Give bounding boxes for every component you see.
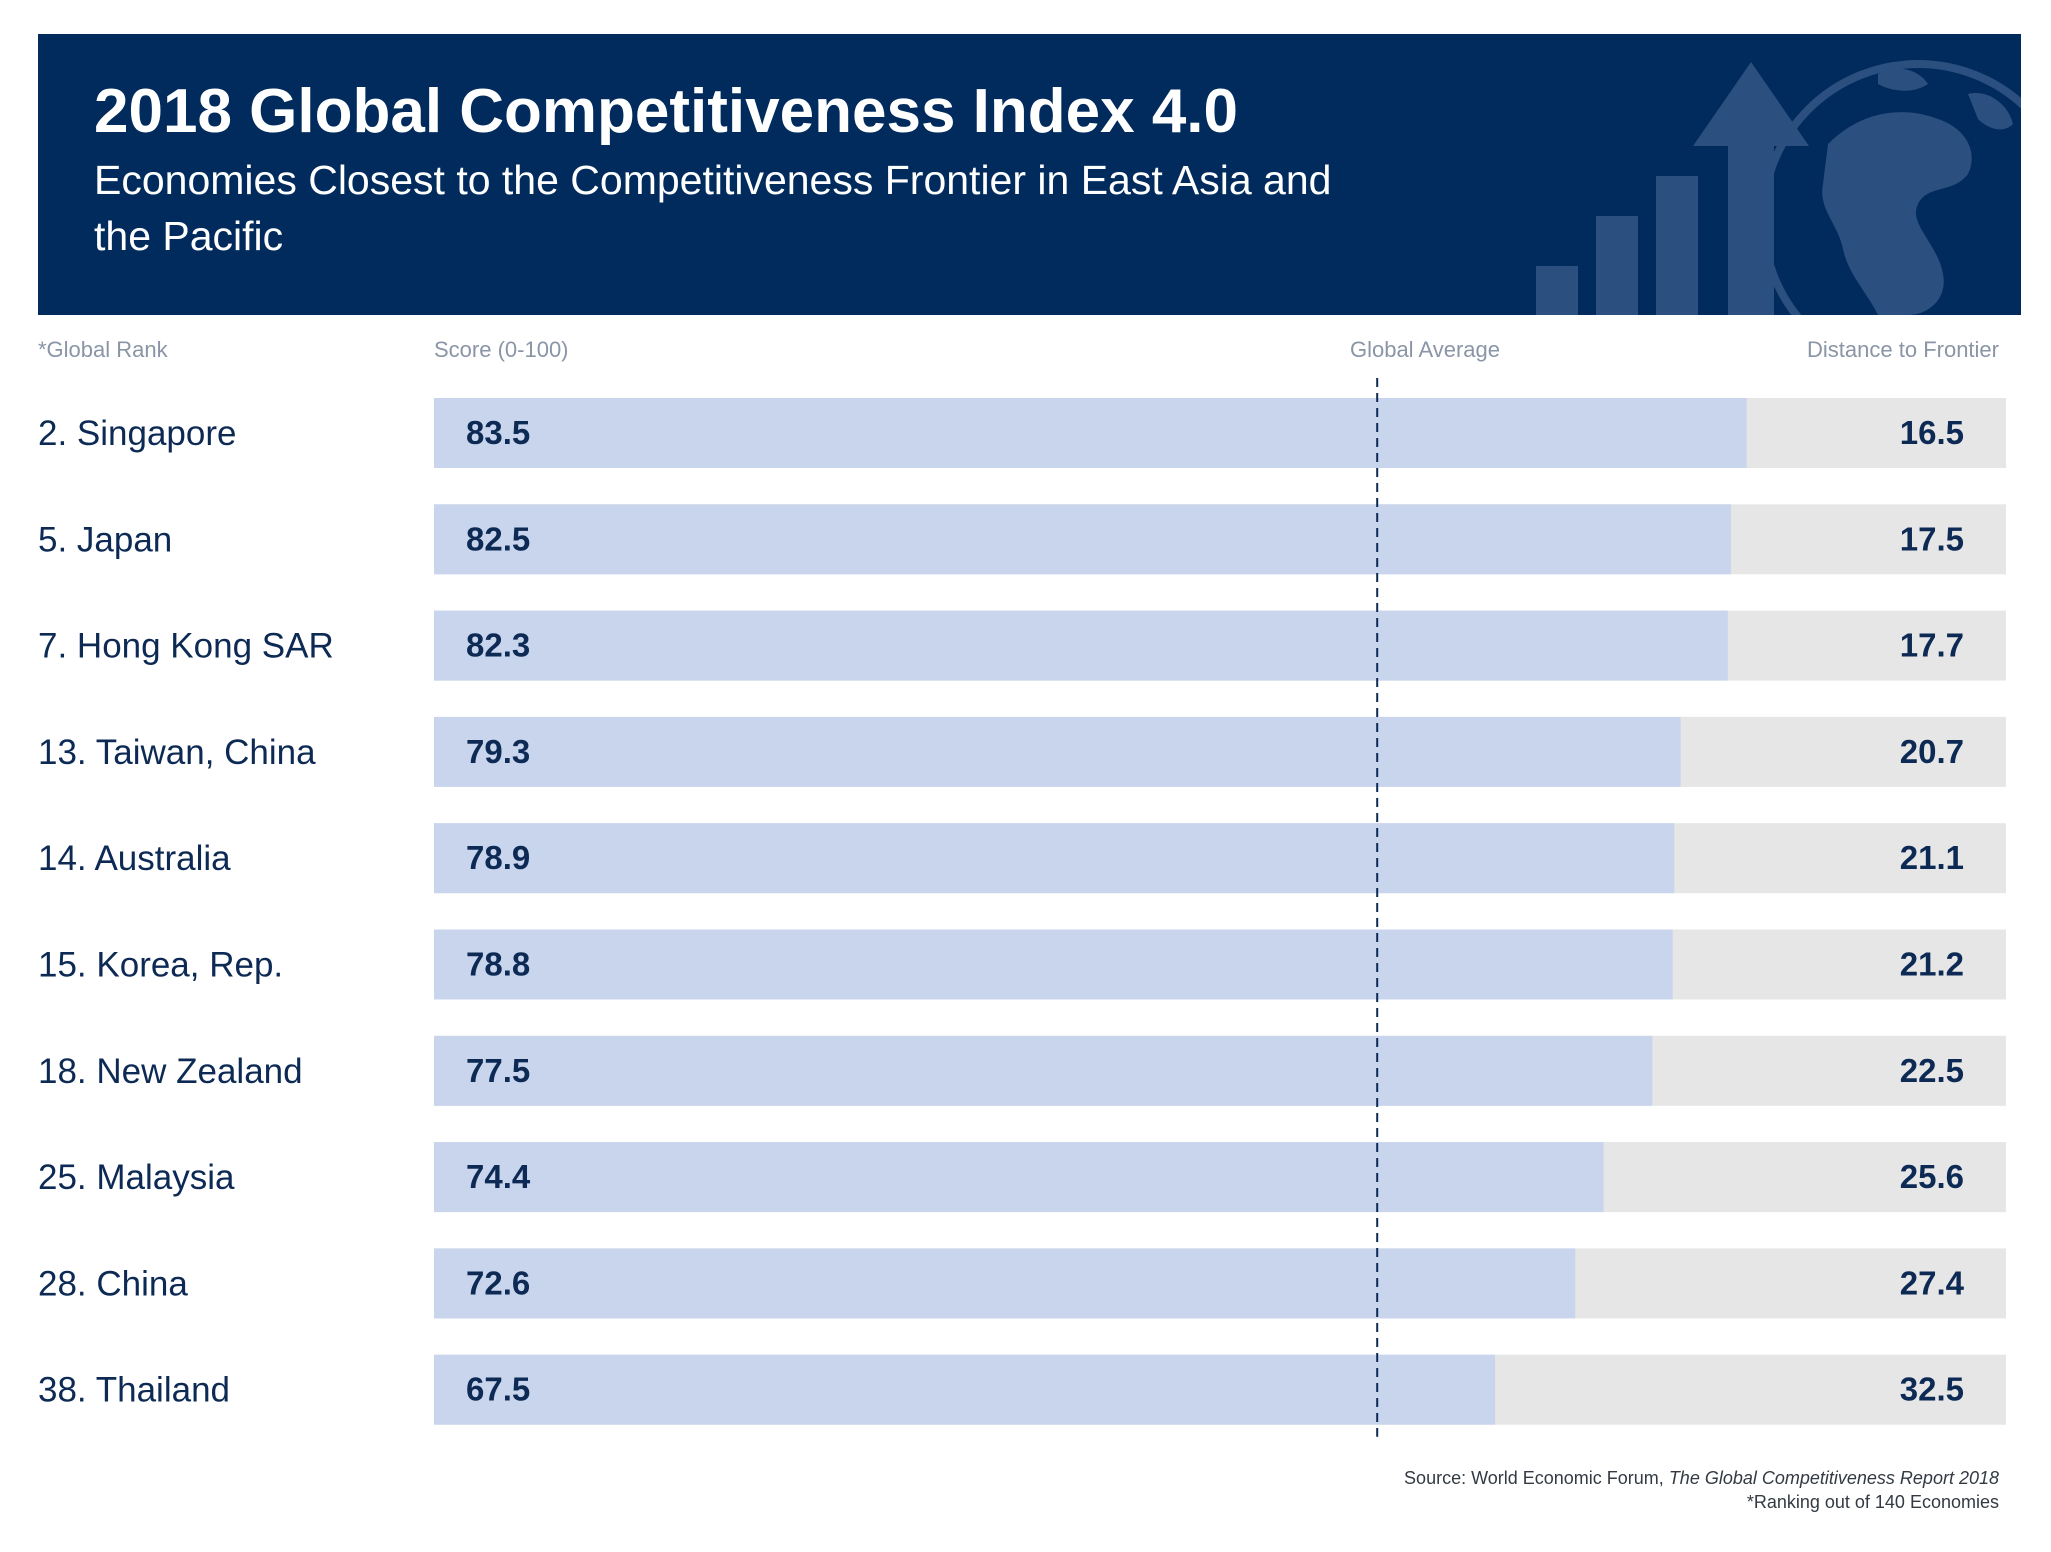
score-value: 77.5 bbox=[466, 1052, 530, 1089]
distance-value: 17.7 bbox=[1900, 627, 1964, 664]
economy-label: 28. China bbox=[38, 1264, 188, 1303]
title-banner: 2018 Global Competitiveness Index 4.0 Ec… bbox=[38, 34, 2021, 315]
score-bar bbox=[434, 1248, 1576, 1319]
header-global-average: Global Average bbox=[1349, 337, 1501, 362]
score-bar bbox=[434, 398, 1747, 468]
growth-globe-graphic bbox=[1536, 60, 2021, 315]
distance-value: 21.1 bbox=[1900, 839, 1964, 876]
economy-label: 13. Taiwan, China bbox=[38, 733, 316, 772]
score-bar bbox=[434, 1035, 1653, 1106]
score-bar bbox=[434, 504, 1731, 575]
score-value: 72.6 bbox=[466, 1264, 530, 1301]
economy-label: 15. Korea, Rep. bbox=[38, 946, 283, 985]
score-value: 83.5 bbox=[466, 414, 530, 451]
economy-label: 14. Australia bbox=[38, 839, 231, 878]
score-bar bbox=[434, 823, 1675, 894]
distance-value: 25.6 bbox=[1900, 1158, 1964, 1195]
score-value: 82.5 bbox=[466, 520, 530, 557]
score-bar bbox=[434, 716, 1681, 787]
distance-value: 17.5 bbox=[1900, 520, 1964, 557]
score-value: 78.8 bbox=[466, 946, 530, 983]
page-title: 2018 Global Competitiveness Index 4.0 bbox=[94, 77, 1239, 146]
distance-value: 27.4 bbox=[1900, 1264, 1965, 1301]
header-distance-to-frontier: Distance to Frontier bbox=[1807, 337, 1999, 362]
source-prefix: Source: World Economic Forum, bbox=[1404, 1468, 1669, 1488]
distance-value: 22.5 bbox=[1900, 1052, 1964, 1089]
score-value: 79.3 bbox=[466, 733, 530, 770]
score-bar bbox=[434, 610, 1728, 681]
header-score: Score (0-100) bbox=[434, 337, 569, 362]
score-value: 74.4 bbox=[466, 1158, 531, 1195]
economy-label: 18. New Zealand bbox=[38, 1052, 303, 1091]
distance-value: 16.5 bbox=[1900, 414, 1964, 451]
distance-value: 20.7 bbox=[1900, 733, 1964, 770]
economy-label: 38. Thailand bbox=[38, 1371, 230, 1410]
distance-value: 21.2 bbox=[1900, 946, 1964, 983]
score-bar bbox=[434, 1354, 1496, 1425]
ranking-note: *Ranking out of 140 Economies bbox=[1746, 1492, 1999, 1512]
economy-label: 7. Hong Kong SAR bbox=[38, 627, 334, 666]
header-global-rank: *Global Rank bbox=[38, 337, 168, 362]
score-value: 82.3 bbox=[466, 627, 530, 664]
distance-value: 32.5 bbox=[1900, 1371, 1964, 1408]
economy-label: 2. Singapore bbox=[38, 414, 236, 453]
economy-label: 5. Japan bbox=[38, 520, 172, 559]
score-value: 78.9 bbox=[466, 839, 530, 876]
score-value: 67.5 bbox=[466, 1371, 530, 1408]
score-bar bbox=[434, 1142, 1604, 1213]
page-subtitle: Economies Closest to the Competitiveness… bbox=[94, 157, 1332, 259]
economy-label: 25. Malaysia bbox=[38, 1158, 235, 1197]
source-title: The Global Competitiveness Report 2018 bbox=[1668, 1468, 1999, 1488]
source-note: Source: World Economic Forum, The Global… bbox=[1404, 1466, 1999, 1514]
score-bar bbox=[434, 929, 1673, 1000]
